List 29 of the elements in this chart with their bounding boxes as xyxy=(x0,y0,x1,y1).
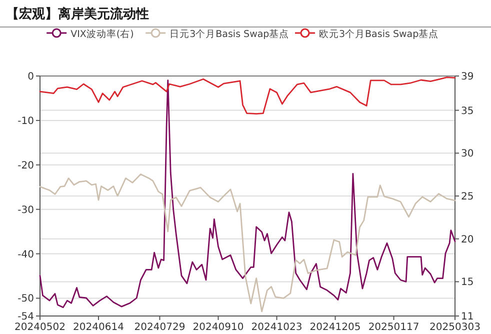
y2-tick-label: 25 xyxy=(461,192,474,202)
y-tick-label: -10 xyxy=(18,116,34,127)
x-tick-label: 20241023 xyxy=(251,322,302,333)
x-tick-label: 20250303 xyxy=(430,322,480,333)
y-tick-label: -40 xyxy=(18,249,34,260)
y2-tick-label: 30 xyxy=(461,148,474,160)
legend-label: 欧元3个月Basis Swap基点 xyxy=(319,28,439,40)
y2-tick-label: 35 xyxy=(461,106,474,117)
x-tick-label: 20241205 xyxy=(310,322,361,333)
line-series xyxy=(39,76,456,114)
line-series xyxy=(39,174,456,312)
y2-tick-label: 20 xyxy=(461,234,474,246)
y-tick-label: -30 xyxy=(18,204,34,216)
y2-tick-label: 39 xyxy=(461,72,474,82)
legend-label: VIX波动率(右) xyxy=(70,28,134,40)
y2-tick-label: 11 xyxy=(461,312,474,322)
y-tick-label: 0 xyxy=(28,72,34,82)
x-tick-label: 20240729 xyxy=(134,322,186,333)
y-tick-label: -54 xyxy=(18,312,34,322)
x-tick-label: 20250117 xyxy=(368,322,420,333)
x-tick-label: 20240910 xyxy=(192,322,244,333)
x-tick-label: 20240614 xyxy=(73,322,124,333)
y2-tick-label: 15 xyxy=(461,277,474,288)
legend-label: 日元3个月Basis Swap基点 xyxy=(170,28,290,40)
y-tick-label: -50 xyxy=(18,294,34,305)
y-tick-label: -20 xyxy=(18,160,34,172)
x-tick-label: 20240502 xyxy=(14,322,66,333)
chart-title: 【宏观】离岸美元流动性 xyxy=(6,6,149,22)
line-series xyxy=(39,80,456,308)
